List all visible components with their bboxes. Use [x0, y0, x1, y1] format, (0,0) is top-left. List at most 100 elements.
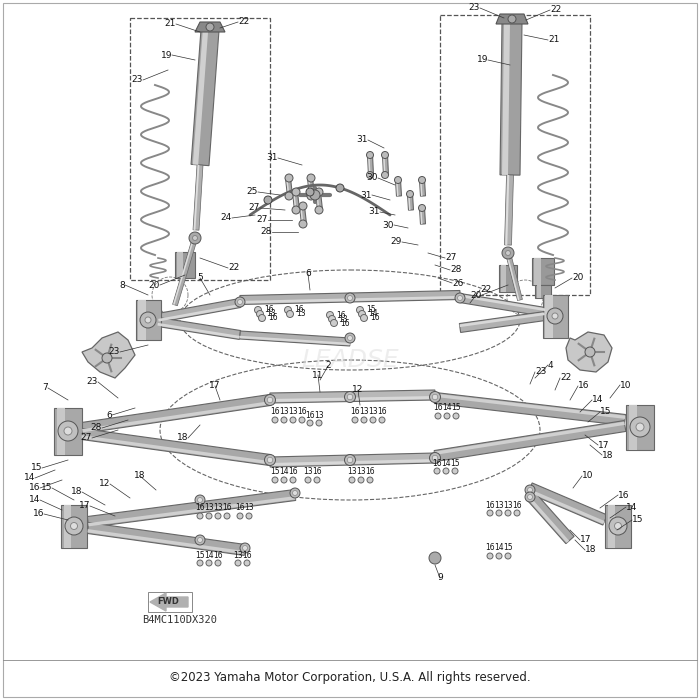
Polygon shape	[534, 258, 541, 285]
Text: 24: 24	[220, 214, 232, 223]
Circle shape	[367, 172, 374, 178]
Polygon shape	[158, 318, 241, 340]
Polygon shape	[177, 252, 183, 278]
Circle shape	[71, 522, 78, 529]
Polygon shape	[537, 285, 541, 298]
Polygon shape	[505, 253, 522, 300]
Circle shape	[237, 513, 243, 519]
Text: 28: 28	[260, 228, 272, 237]
Text: 20: 20	[148, 281, 160, 290]
Text: 28: 28	[90, 424, 102, 433]
Circle shape	[487, 510, 493, 516]
Text: 14: 14	[368, 309, 377, 318]
Circle shape	[265, 395, 276, 405]
Circle shape	[345, 333, 355, 343]
Circle shape	[528, 494, 533, 500]
Polygon shape	[173, 237, 195, 305]
Circle shape	[395, 176, 402, 183]
Circle shape	[206, 560, 212, 566]
Text: 4: 4	[548, 360, 554, 370]
Polygon shape	[608, 505, 615, 548]
Polygon shape	[88, 489, 295, 528]
Circle shape	[452, 468, 458, 474]
Text: 22: 22	[228, 263, 239, 272]
Circle shape	[242, 545, 248, 550]
Circle shape	[285, 192, 293, 200]
Circle shape	[430, 452, 440, 463]
Circle shape	[255, 307, 262, 314]
Text: 11: 11	[312, 370, 323, 379]
Circle shape	[237, 300, 242, 304]
Text: 18: 18	[71, 487, 82, 496]
Text: 31: 31	[368, 207, 380, 216]
Circle shape	[206, 23, 214, 31]
Circle shape	[267, 398, 273, 402]
Circle shape	[496, 510, 502, 516]
Polygon shape	[505, 175, 510, 245]
Circle shape	[305, 477, 311, 483]
Text: 14: 14	[24, 473, 35, 482]
Polygon shape	[419, 208, 426, 224]
Circle shape	[435, 413, 441, 419]
Polygon shape	[500, 22, 522, 175]
Circle shape	[281, 417, 287, 423]
Circle shape	[64, 427, 72, 435]
Text: 17: 17	[209, 382, 220, 391]
Circle shape	[434, 468, 440, 474]
Circle shape	[235, 560, 241, 566]
Text: 6: 6	[305, 270, 311, 279]
Text: 26: 26	[452, 279, 463, 288]
Circle shape	[197, 498, 202, 503]
Text: 14: 14	[279, 468, 289, 477]
Polygon shape	[88, 496, 295, 526]
Circle shape	[290, 477, 296, 483]
Text: FWD: FWD	[157, 598, 179, 606]
Text: 17: 17	[580, 536, 592, 545]
Text: 16: 16	[288, 468, 298, 477]
Text: 28: 28	[450, 265, 461, 274]
Text: 30: 30	[367, 174, 378, 183]
Polygon shape	[240, 296, 460, 304]
Text: 18: 18	[134, 472, 146, 480]
Text: 25: 25	[246, 188, 258, 197]
Circle shape	[292, 188, 300, 196]
Circle shape	[240, 543, 250, 553]
Text: 13: 13	[338, 314, 348, 323]
Text: 13: 13	[503, 500, 513, 510]
Polygon shape	[270, 459, 435, 466]
Circle shape	[299, 202, 307, 210]
Circle shape	[145, 317, 151, 323]
Text: 5: 5	[197, 274, 203, 283]
Text: 29: 29	[391, 237, 402, 246]
Polygon shape	[626, 405, 654, 450]
Polygon shape	[460, 295, 545, 311]
Polygon shape	[173, 237, 197, 306]
Text: 19: 19	[160, 50, 172, 60]
Text: 31: 31	[356, 136, 368, 144]
Circle shape	[525, 492, 535, 502]
Circle shape	[290, 488, 300, 498]
Text: 15: 15	[366, 305, 376, 314]
Text: 13: 13	[494, 500, 504, 510]
Circle shape	[197, 513, 203, 519]
Text: 16: 16	[235, 503, 245, 512]
Circle shape	[636, 423, 644, 431]
Polygon shape	[138, 300, 146, 340]
Circle shape	[615, 522, 622, 529]
Circle shape	[193, 235, 197, 241]
Text: 8: 8	[119, 281, 125, 290]
Text: 27: 27	[80, 433, 92, 442]
Circle shape	[430, 391, 440, 402]
Polygon shape	[532, 258, 554, 285]
Circle shape	[315, 206, 323, 214]
Polygon shape	[435, 393, 626, 419]
Circle shape	[310, 190, 320, 200]
Text: 22: 22	[238, 18, 249, 27]
Text: 13: 13	[359, 407, 369, 416]
Polygon shape	[629, 405, 637, 450]
Circle shape	[306, 188, 314, 196]
Text: 16: 16	[268, 314, 278, 323]
Circle shape	[347, 457, 353, 463]
Text: 15: 15	[31, 463, 42, 473]
Text: 15: 15	[450, 458, 460, 468]
